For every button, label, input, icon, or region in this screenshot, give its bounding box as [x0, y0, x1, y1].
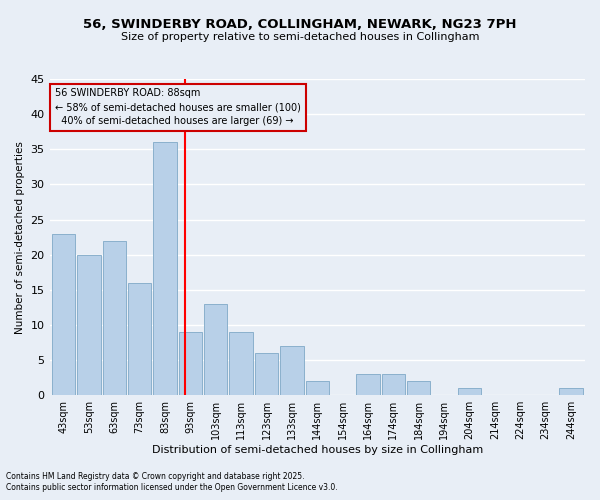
Bar — [179, 332, 202, 395]
X-axis label: Distribution of semi-detached houses by size in Collingham: Distribution of semi-detached houses by … — [152, 445, 483, 455]
Bar — [382, 374, 405, 395]
Text: 56, SWINDERBY ROAD, COLLINGHAM, NEWARK, NG23 7PH: 56, SWINDERBY ROAD, COLLINGHAM, NEWARK, … — [83, 18, 517, 30]
Bar — [128, 283, 151, 395]
Bar — [52, 234, 75, 395]
Text: Size of property relative to semi-detached houses in Collingham: Size of property relative to semi-detach… — [121, 32, 479, 42]
Text: 56 SWINDERBY ROAD: 88sqm
← 58% of semi-detached houses are smaller (100)
  40% o: 56 SWINDERBY ROAD: 88sqm ← 58% of semi-d… — [55, 88, 301, 126]
Y-axis label: Number of semi-detached properties: Number of semi-detached properties — [15, 140, 25, 334]
Bar — [559, 388, 583, 395]
Bar — [229, 332, 253, 395]
Bar — [458, 388, 481, 395]
Bar — [407, 381, 430, 395]
Bar — [280, 346, 304, 395]
Bar — [204, 304, 227, 395]
Text: Contains public sector information licensed under the Open Government Licence v3: Contains public sector information licen… — [6, 484, 338, 492]
Bar — [103, 240, 126, 395]
Bar — [305, 381, 329, 395]
Bar — [356, 374, 380, 395]
Bar — [77, 254, 101, 395]
Text: Contains HM Land Registry data © Crown copyright and database right 2025.: Contains HM Land Registry data © Crown c… — [6, 472, 305, 481]
Bar — [255, 353, 278, 395]
Bar — [154, 142, 176, 395]
